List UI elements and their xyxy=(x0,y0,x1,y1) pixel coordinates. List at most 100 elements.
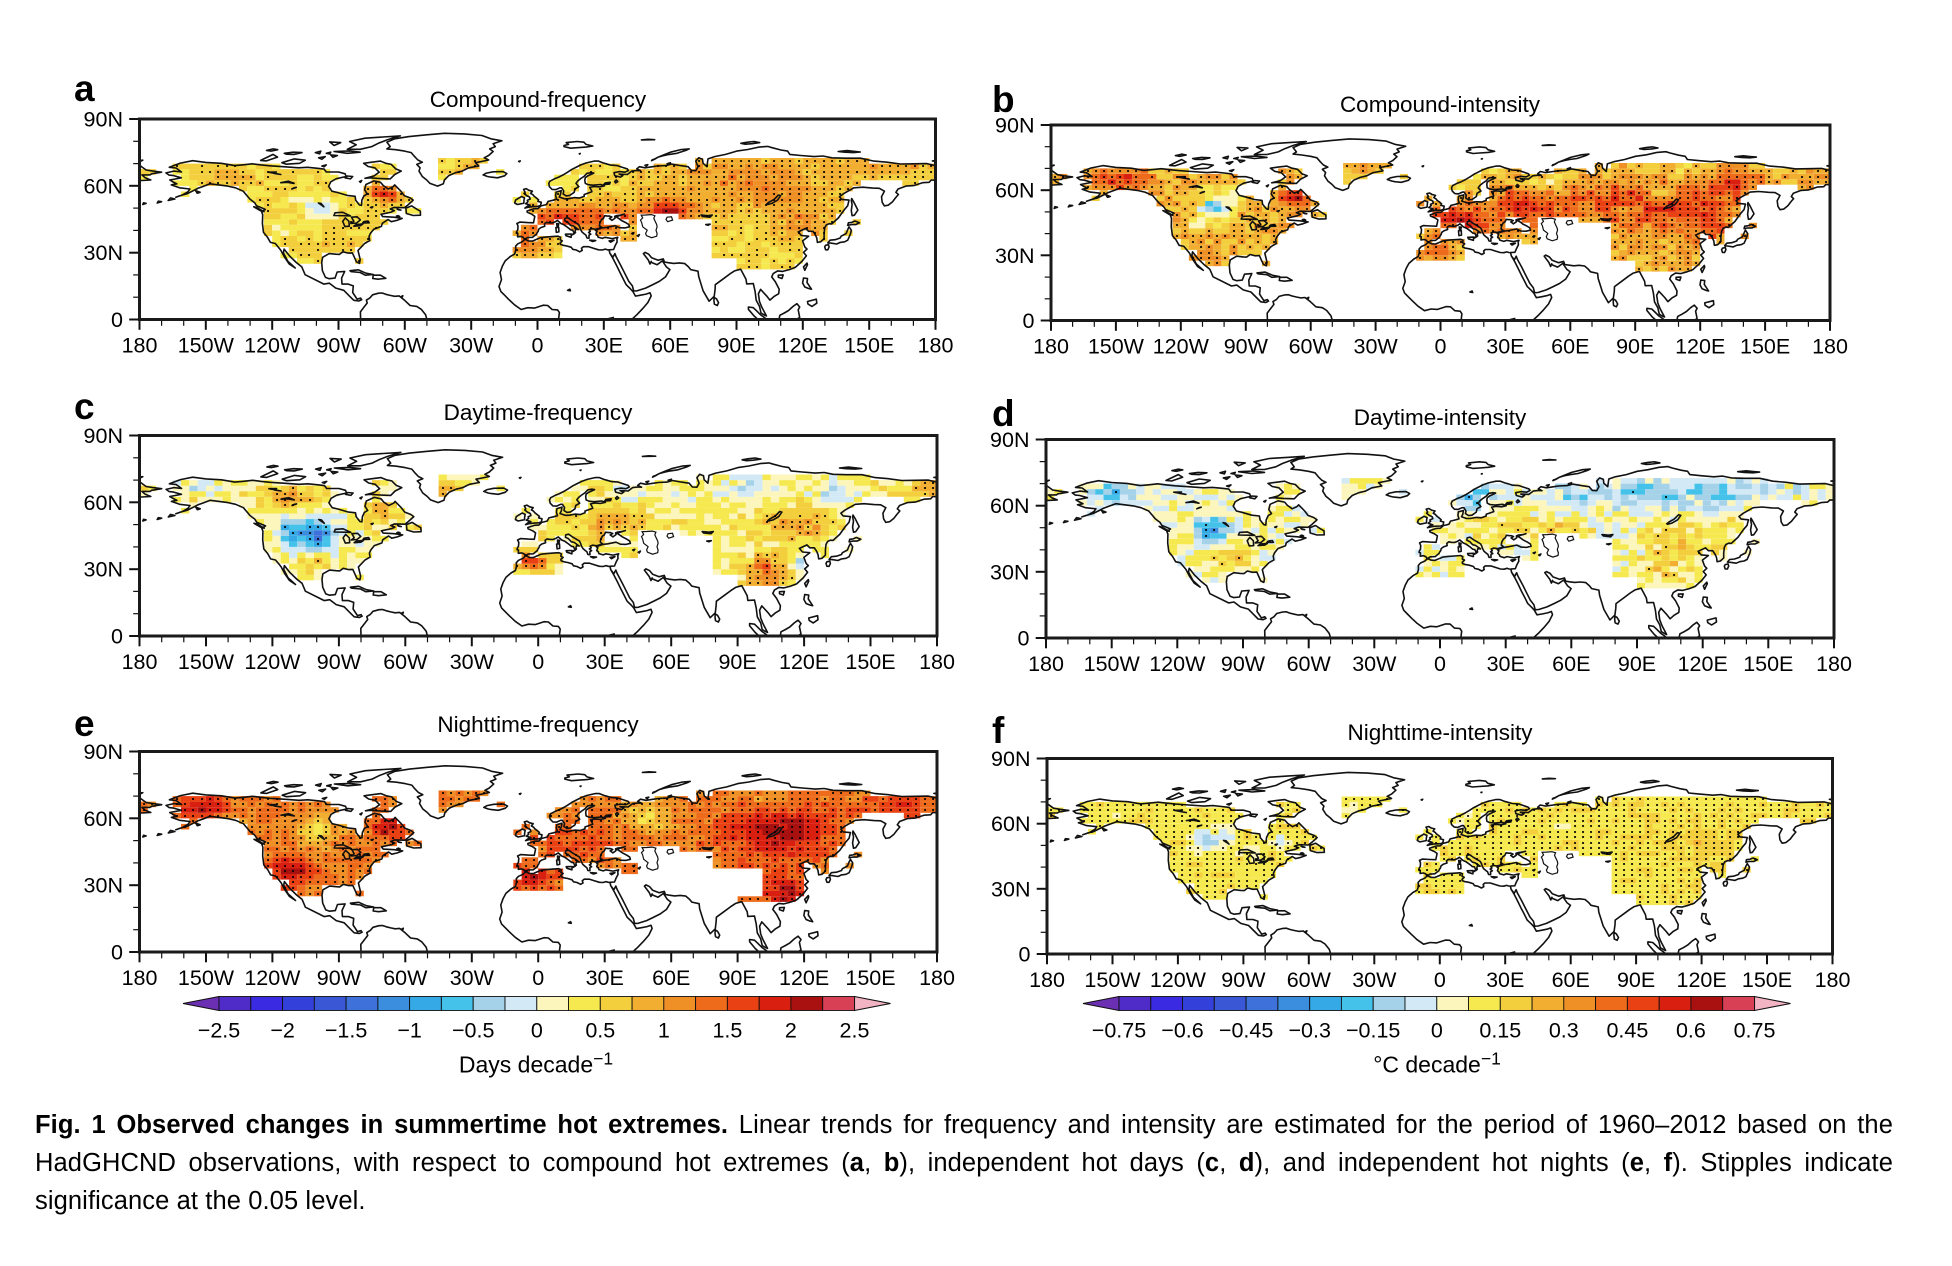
svg-text:60W: 60W xyxy=(383,966,428,990)
svg-text:150W: 150W xyxy=(178,650,235,674)
svg-text:180: 180 xyxy=(1028,652,1064,676)
svg-text:0.3: 0.3 xyxy=(1549,1019,1579,1043)
svg-text:0: 0 xyxy=(1019,943,1031,967)
svg-text:90E: 90E xyxy=(1618,652,1656,676)
svg-text:0: 0 xyxy=(531,1019,543,1043)
svg-text:°C decade−1: °C decade−1 xyxy=(1373,1049,1501,1078)
svg-text:2: 2 xyxy=(785,1019,797,1043)
svg-text:90N: 90N xyxy=(84,740,123,764)
svg-text:30N: 30N xyxy=(995,244,1034,268)
svg-text:60N: 60N xyxy=(84,807,123,831)
svg-text:Daytime-intensity: Daytime-intensity xyxy=(1354,405,1527,430)
svg-text:90W: 90W xyxy=(317,650,362,674)
svg-text:120W: 120W xyxy=(244,966,301,990)
svg-text:90E: 90E xyxy=(1616,335,1654,359)
svg-text:150E: 150E xyxy=(1740,335,1790,359)
svg-text:0: 0 xyxy=(111,308,123,332)
svg-text:−1.5: −1.5 xyxy=(325,1019,367,1043)
svg-text:60E: 60E xyxy=(652,966,690,990)
svg-text:0: 0 xyxy=(1434,652,1446,676)
svg-text:c: c xyxy=(74,386,95,427)
svg-text:30N: 30N xyxy=(84,558,123,582)
svg-text:90W: 90W xyxy=(1224,335,1269,359)
svg-text:Days decade−1: Days decade−1 xyxy=(459,1049,613,1078)
svg-text:30E: 30E xyxy=(1486,968,1524,992)
svg-text:180: 180 xyxy=(1815,968,1851,992)
svg-text:e: e xyxy=(74,703,95,744)
svg-text:0: 0 xyxy=(1023,309,1035,333)
svg-text:1: 1 xyxy=(658,1019,670,1043)
svg-text:60N: 60N xyxy=(84,491,123,515)
svg-text:180: 180 xyxy=(1812,335,1848,359)
svg-text:120E: 120E xyxy=(1676,968,1726,992)
svg-text:30N: 30N xyxy=(990,560,1029,584)
svg-text:60N: 60N xyxy=(991,812,1030,836)
svg-text:90N: 90N xyxy=(84,424,123,448)
svg-text:90E: 90E xyxy=(1617,968,1655,992)
svg-text:−2: −2 xyxy=(270,1019,295,1043)
svg-text:120W: 120W xyxy=(1149,652,1206,676)
svg-text:1.5: 1.5 xyxy=(712,1019,742,1043)
svg-text:30W: 30W xyxy=(1352,652,1397,676)
svg-text:90N: 90N xyxy=(995,114,1034,138)
svg-text:−1: −1 xyxy=(397,1019,422,1043)
svg-text:30N: 30N xyxy=(84,874,123,898)
svg-text:b: b xyxy=(992,79,1015,120)
svg-text:120E: 120E xyxy=(1678,652,1728,676)
svg-text:0: 0 xyxy=(1018,627,1030,651)
svg-text:30E: 30E xyxy=(1487,652,1525,676)
svg-text:Nighttime-frequency: Nighttime-frequency xyxy=(437,712,639,737)
svg-text:−0.6: −0.6 xyxy=(1161,1019,1203,1043)
svg-text:0: 0 xyxy=(1435,335,1447,359)
svg-text:150E: 150E xyxy=(845,650,895,674)
svg-text:−2.5: −2.5 xyxy=(198,1019,240,1043)
svg-text:−0.3: −0.3 xyxy=(1288,1019,1330,1043)
svg-text:30N: 30N xyxy=(991,877,1030,901)
svg-text:120E: 120E xyxy=(779,650,829,674)
svg-text:120E: 120E xyxy=(1675,335,1725,359)
svg-text:60W: 60W xyxy=(1289,335,1334,359)
svg-text:30W: 30W xyxy=(449,334,494,358)
svg-text:0.5: 0.5 xyxy=(585,1019,615,1043)
svg-text:90W: 90W xyxy=(1221,968,1266,992)
svg-text:60W: 60W xyxy=(383,650,428,674)
svg-text:180: 180 xyxy=(122,334,158,358)
svg-text:150E: 150E xyxy=(1743,652,1793,676)
svg-text:Compound-intensity: Compound-intensity xyxy=(1340,92,1541,117)
svg-text:−0.45: −0.45 xyxy=(1219,1019,1273,1043)
svg-text:90W: 90W xyxy=(316,334,361,358)
svg-text:0: 0 xyxy=(1431,1019,1443,1043)
svg-text:120W: 120W xyxy=(244,334,301,358)
svg-text:30E: 30E xyxy=(586,966,624,990)
svg-text:60E: 60E xyxy=(1551,335,1589,359)
svg-text:30E: 30E xyxy=(586,650,624,674)
svg-text:150W: 150W xyxy=(1084,652,1141,676)
svg-text:60E: 60E xyxy=(651,334,689,358)
svg-text:60N: 60N xyxy=(990,494,1029,518)
svg-text:0.6: 0.6 xyxy=(1676,1019,1706,1043)
svg-text:120W: 120W xyxy=(1150,968,1207,992)
svg-text:180: 180 xyxy=(122,966,158,990)
svg-text:0: 0 xyxy=(111,625,123,649)
svg-text:0: 0 xyxy=(532,966,544,990)
svg-text:120E: 120E xyxy=(778,334,828,358)
svg-text:120E: 120E xyxy=(779,966,829,990)
svg-text:120W: 120W xyxy=(1153,335,1210,359)
svg-text:a: a xyxy=(74,68,95,109)
svg-text:−0.75: −0.75 xyxy=(1092,1019,1146,1043)
svg-text:180: 180 xyxy=(1033,335,1069,359)
svg-text:0: 0 xyxy=(1434,968,1446,992)
svg-text:0.75: 0.75 xyxy=(1734,1019,1776,1043)
svg-text:30N: 30N xyxy=(84,241,123,265)
svg-text:2.5: 2.5 xyxy=(840,1019,870,1043)
svg-text:60E: 60E xyxy=(652,650,690,674)
svg-text:90N: 90N xyxy=(990,428,1029,452)
svg-text:180: 180 xyxy=(918,334,954,358)
svg-text:150E: 150E xyxy=(844,334,894,358)
svg-text:90W: 90W xyxy=(1221,652,1266,676)
svg-text:150W: 150W xyxy=(178,334,235,358)
svg-text:90E: 90E xyxy=(718,966,756,990)
svg-text:60E: 60E xyxy=(1552,968,1590,992)
svg-text:120W: 120W xyxy=(244,650,301,674)
svg-text:f: f xyxy=(992,710,1005,751)
